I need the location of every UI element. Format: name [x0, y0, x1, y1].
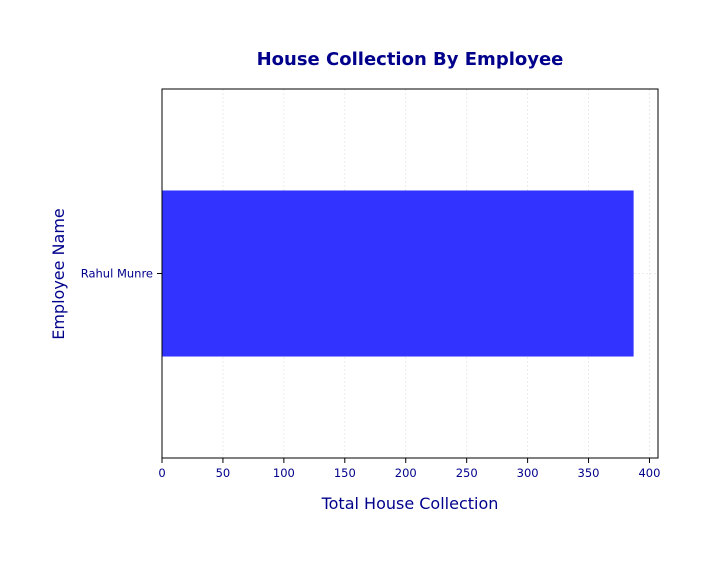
x-tick-label: 50	[216, 466, 231, 480]
x-tick-label: 350	[578, 466, 600, 480]
x-axis-label: Total House Collection	[321, 494, 499, 513]
bar	[162, 190, 634, 357]
x-tick-label: 0	[158, 466, 165, 480]
chart-title: House Collection By Employee	[257, 49, 564, 70]
x-tick-label: 250	[456, 466, 478, 480]
x-ticks: 0 50 100 150 200 250 300 350 400	[158, 458, 660, 480]
x-tick-label: 300	[517, 466, 539, 480]
y-axis-label: Employee Name	[49, 208, 68, 340]
y-ticks: Rahul Munre	[81, 267, 162, 281]
x-tick-label: 100	[273, 466, 295, 480]
x-tick-label: 150	[334, 466, 356, 480]
x-tick-label: 400	[638, 466, 660, 480]
x-tick-label: 200	[395, 466, 417, 480]
bars	[162, 190, 634, 357]
y-tick-label: Rahul Munre	[81, 267, 153, 281]
